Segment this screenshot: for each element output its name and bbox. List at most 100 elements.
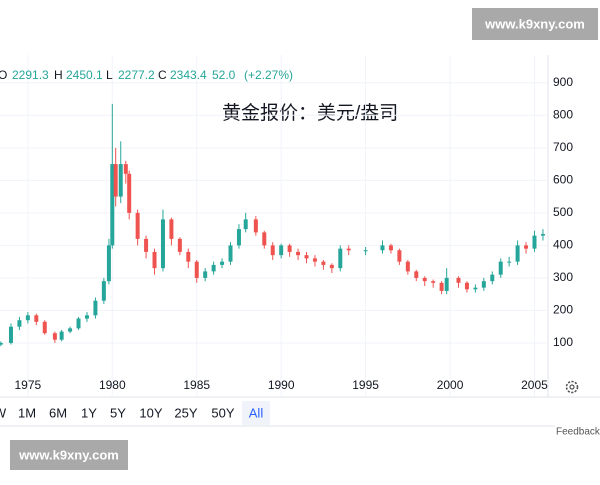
candle-body [473,287,478,290]
candle-body [177,238,182,252]
candle-body [106,245,111,282]
watermark: www.k9xny.com [18,447,119,462]
watermark-box [10,440,128,470]
candle-body [329,264,334,269]
candle-body [42,321,47,334]
candle-body [262,232,267,246]
watermark-box [472,8,598,40]
x-tick-label: 2000 [437,378,464,392]
candle-body [144,238,149,252]
toolbar-button[interactable]: 1Y [81,405,97,420]
x-tick-label: 1985 [183,378,210,392]
candle-body [25,315,30,321]
y-tick-label: 500 [553,205,573,219]
candle-body [0,342,3,345]
toolbar-button[interactable]: 5Y [110,405,126,420]
toolbar-button[interactable]: 10Y [139,405,162,420]
candle-body [464,282,469,290]
ohlc-item: L [106,68,113,82]
candle-body [532,235,537,249]
candle-body [127,173,132,213]
ohlc-item: H [54,68,63,82]
ohlc-item: C [158,68,167,82]
candle-body [123,164,128,174]
candle-body [194,261,199,278]
toolbar-active-bg [242,401,270,425]
x-tick-label: 1980 [99,378,126,392]
y-tick-label: 700 [553,140,573,154]
candle-body [405,261,410,272]
candle-body [76,318,81,329]
candle-body [203,271,208,278]
candle-body [296,251,301,256]
toolbar-button[interactable]: 50Y [211,405,234,420]
candle-body [152,251,157,269]
candle-body [431,281,436,283]
candle-body [414,271,419,278]
candle-body [236,229,241,246]
candle-body [52,333,57,340]
candle-body [540,234,545,236]
candle-body [279,245,284,256]
candle-body [524,245,529,249]
ohlc-item: 52.0 [212,68,236,82]
y-tick-label: 300 [553,270,573,284]
candle-body [253,219,258,233]
candle-body [304,255,309,259]
candle-body [93,300,98,316]
candle-body [388,245,393,251]
toolbar-button[interactable]: 6M [49,405,67,420]
y-tick-label: 600 [553,173,573,187]
toolbar-button[interactable]: 1M [18,405,36,420]
candle-body [135,212,140,239]
candle-body [287,245,292,252]
candle-body [211,264,216,272]
y-tick-label: 400 [553,238,573,252]
ohlc-item: 2291.3 [12,68,49,82]
ohlc-item: 2450.1 [66,68,103,82]
candle-body [8,326,13,343]
candle-body [507,261,512,263]
candle-body [270,245,275,256]
candle-body [490,274,495,282]
x-tick-label: 1975 [15,378,42,392]
y-tick-label: 800 [553,107,573,121]
y-tick-label: 200 [553,303,573,317]
candle-body [243,219,248,230]
candle-body [498,261,503,275]
watermark: www.k9xny.com [484,16,585,31]
candle-body [169,219,174,239]
gear [565,380,579,394]
chart-title: 黄金报价：美元/盎司 [222,102,398,124]
x-tick-label: 2005 [521,378,548,392]
candle-body [186,251,191,262]
ohlc-item: O [0,68,7,82]
candle-body [110,164,115,246]
candle-body [321,261,326,265]
candle-body [68,328,73,332]
candle-body [456,277,461,283]
toolbar-button[interactable]: 25Y [174,405,197,420]
toolbar-button[interactable]: All [249,405,264,420]
ohlc-item: 2343.4 [170,68,207,82]
y-tick-label: 900 [553,75,573,89]
candle-body [439,282,444,291]
candle-body [34,315,39,322]
candle-body [422,277,427,282]
y-tick-label: 100 [553,335,573,349]
candle-body [160,219,165,269]
candle-body [481,281,486,288]
candle-body [312,258,317,262]
candle-body [228,245,233,262]
toolbar-button[interactable]: W [0,405,7,420]
candle-body [515,245,520,262]
settings-icon[interactable] [565,380,579,394]
candle-body [118,164,123,197]
gear-hub [569,384,575,390]
candle-body [363,250,368,252]
candle-body [113,164,118,197]
candle-body [346,248,351,251]
feedback-link[interactable]: Feedback [556,427,600,438]
candle-body [17,320,22,327]
